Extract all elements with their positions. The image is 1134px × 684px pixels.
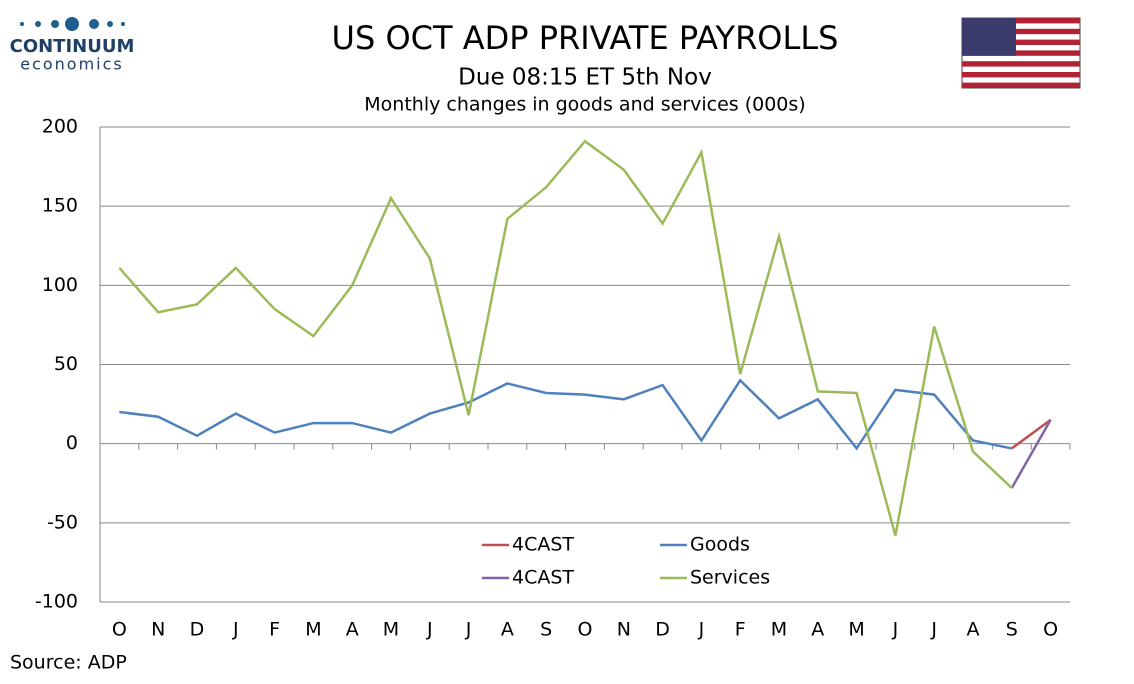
x-tick-label: D — [655, 619, 670, 641]
x-tick-label: J — [892, 619, 899, 641]
x-tick-label: O — [112, 619, 127, 641]
x-tick-label: N — [617, 619, 631, 641]
y-tick-label: 200 — [42, 116, 78, 138]
y-tick-label: -50 — [47, 511, 78, 533]
logo-sub: economics — [20, 55, 124, 74]
chart-title: US OCT ADP PRIVATE PAYROLLS — [332, 19, 839, 57]
source: Source: ADP — [10, 652, 127, 674]
series-line — [118, 139, 1013, 536]
x-tick-label: O — [578, 619, 593, 641]
logo: CONTINUUM economics — [10, 17, 135, 74]
x-tick-label: M — [383, 619, 399, 641]
y-tick-label: -100 — [35, 591, 78, 613]
y-tick-label: 100 — [42, 274, 78, 296]
x-tick-label: J — [426, 619, 433, 641]
x-tick-label: S — [1006, 619, 1018, 641]
chart-subtitle: Due 08:15 ET 5th Nov — [458, 65, 712, 91]
y-tick-label: 50 — [54, 353, 78, 375]
y-tick-label: 150 — [42, 195, 78, 217]
x-tick-label: A — [811, 619, 824, 641]
y-tick-label: 0 — [66, 432, 78, 454]
chart-subtitle: Monthly changes in goods and services (0… — [364, 94, 805, 116]
x-tick-label: A — [501, 619, 514, 641]
legend-label: Services — [690, 567, 770, 589]
series-line — [119, 378, 1013, 451]
x-tick-label: S — [540, 619, 552, 641]
x-tick-label: J — [930, 619, 937, 641]
x-tick-label: A — [346, 619, 359, 641]
x-tick-label: D — [190, 619, 205, 641]
x-tick-label: M — [771, 619, 787, 641]
x-tick-label: A — [967, 619, 980, 641]
x-tick-label: M — [305, 619, 321, 641]
series-line — [1010, 419, 1052, 489]
x-tick-label: J — [465, 619, 472, 641]
x-tick-label: J — [232, 619, 239, 641]
logo-name: CONTINUUM — [10, 36, 135, 57]
flag — [961, 17, 1081, 89]
legend-label: 4CAST — [512, 534, 574, 556]
legend-label: Goods — [690, 534, 750, 556]
x-tick-label: O — [1043, 619, 1058, 641]
x-tick-label: N — [151, 619, 165, 641]
x-tick-label: F — [269, 619, 280, 641]
x-tick-label: J — [698, 619, 705, 641]
series-line — [1011, 418, 1052, 450]
x-tick-label: F — [735, 619, 746, 641]
x-tick-label: M — [848, 619, 864, 641]
legend-label: 4CAST — [512, 567, 574, 589]
